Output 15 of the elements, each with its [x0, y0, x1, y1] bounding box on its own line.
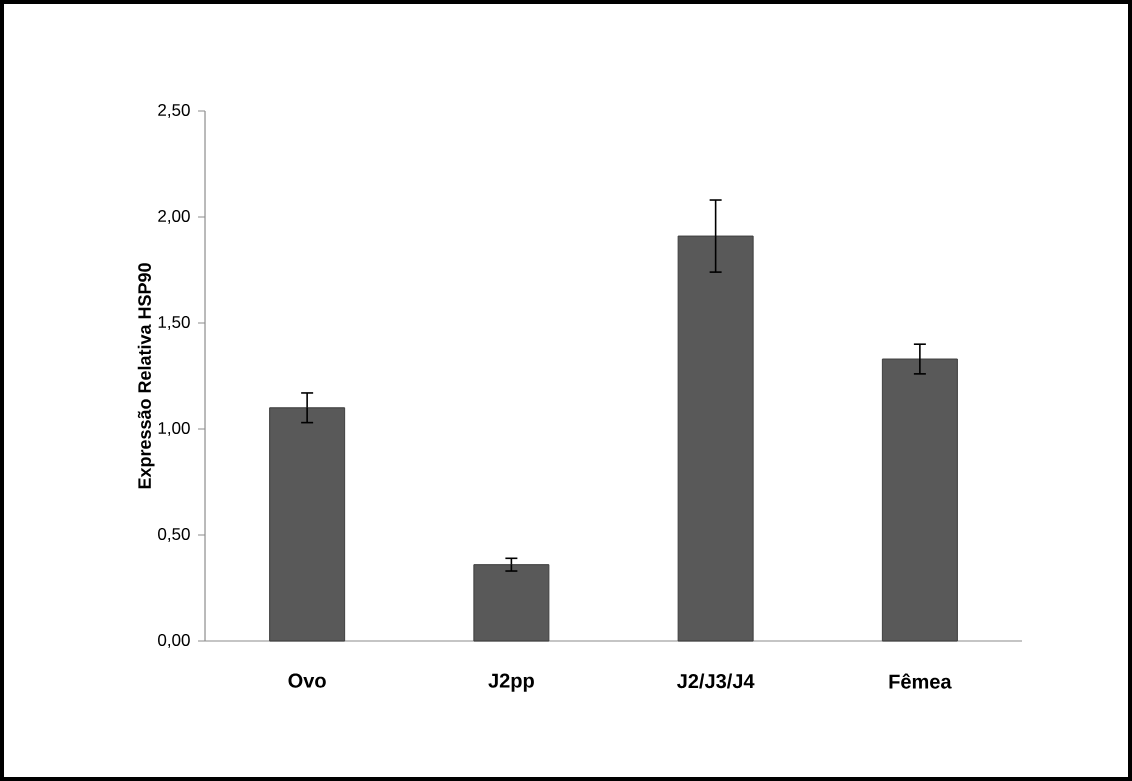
y-tick-label: 2,00: [158, 209, 190, 225]
bar: [881, 358, 958, 642]
y-tick-label: 0,00: [158, 633, 190, 649]
y-axis-title: Expressão Relativa HSP90: [137, 263, 155, 489]
y-tick-label: 1,00: [158, 421, 190, 437]
y-tick-label: 2,50: [158, 103, 190, 119]
bar: [677, 235, 754, 642]
y-tick-label: 0,50: [158, 527, 190, 543]
x-tick-label: J2/J3/J4: [677, 673, 755, 689]
bar: [473, 564, 550, 642]
x-tick-label: Ovo: [288, 673, 326, 688]
y-tick-label: 1,50: [158, 315, 190, 331]
x-tick-label: J2pp: [488, 673, 534, 692]
x-tick-label: Fêmea: [889, 673, 952, 689]
bar: [269, 407, 346, 642]
